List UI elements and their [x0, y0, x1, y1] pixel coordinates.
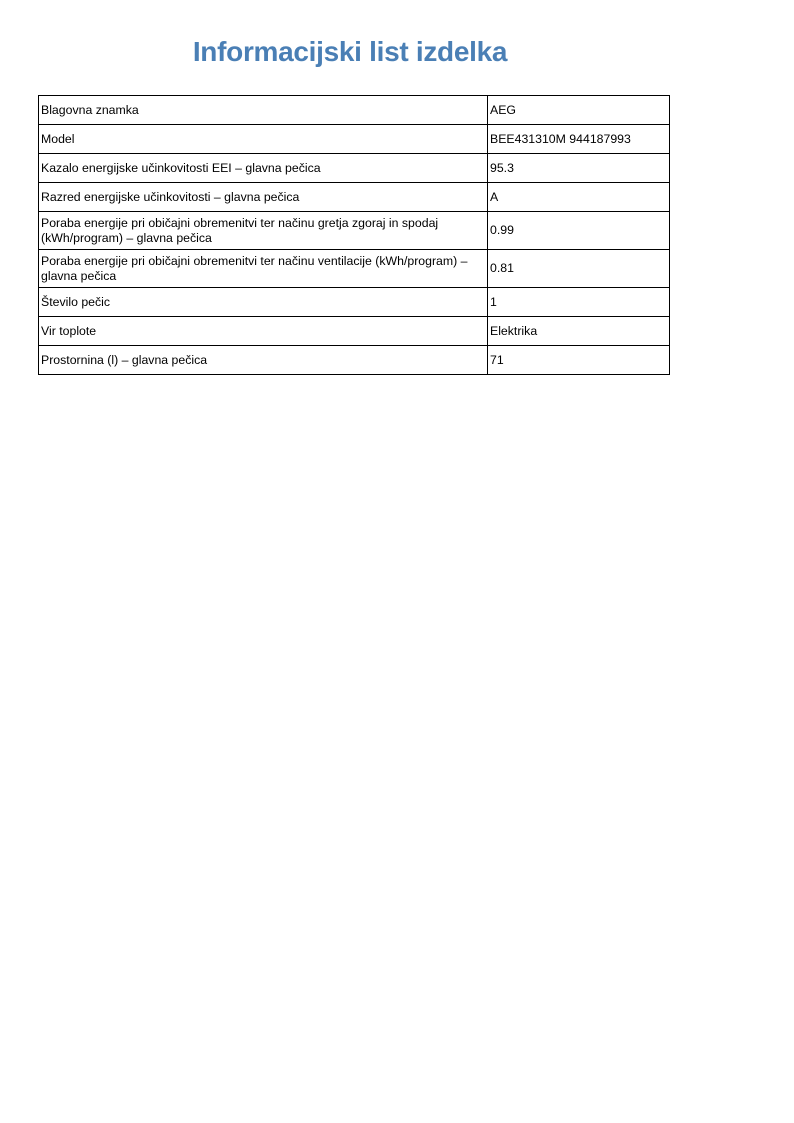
table-row: Kazalo energijske učinkovitosti EEI – gl… [38, 153, 670, 183]
row-label: Blagovna znamka [38, 95, 488, 125]
row-label: Kazalo energijske učinkovitosti EEI – gl… [38, 153, 488, 183]
row-label: Število pečic [38, 287, 488, 317]
row-label: Poraba energije pri običajni obremenitvi… [38, 211, 488, 250]
row-label: Prostornina (l) – glavna pečica [38, 345, 488, 375]
table-row: Razred energijske učinkovitosti – glavna… [38, 182, 670, 212]
page-title: Informacijski list izdelka [192, 36, 508, 67]
row-label: Model [38, 124, 488, 154]
row-value: 95.3 [487, 153, 670, 183]
row-value: 0.81 [487, 249, 670, 288]
table-row: Blagovna znamka AEG [38, 95, 670, 125]
row-value: A [487, 182, 670, 212]
table-row: Prostornina (l) – glavna pečica 71 [38, 345, 670, 375]
row-value: 0.99 [487, 211, 670, 250]
row-label: Poraba energije pri običajni obremenitvi… [38, 249, 488, 288]
product-info-table: Blagovna znamka AEG Model BEE431310M 94418… [38, 95, 670, 375]
row-value: AEG [487, 95, 670, 125]
table-row: Število pečic 1 [38, 287, 670, 317]
row-value: 71 [487, 345, 670, 375]
table-row: Poraba energije pri običajni obremenitvi… [38, 249, 670, 288]
table-row: Vir toplote Elektrika [38, 316, 670, 346]
row-value: 1 [487, 287, 670, 317]
row-value: Elektrika [487, 316, 670, 346]
table-row: Poraba energije pri običajni obremenitvi… [38, 211, 670, 250]
row-label: Razred energijske učinkovitosti – glavna… [38, 182, 488, 212]
row-value: BEE431310M 944187993 [487, 124, 670, 154]
row-label: Vir toplote [38, 316, 488, 346]
table-row: Model BEE431310M 944187993 [38, 124, 670, 154]
